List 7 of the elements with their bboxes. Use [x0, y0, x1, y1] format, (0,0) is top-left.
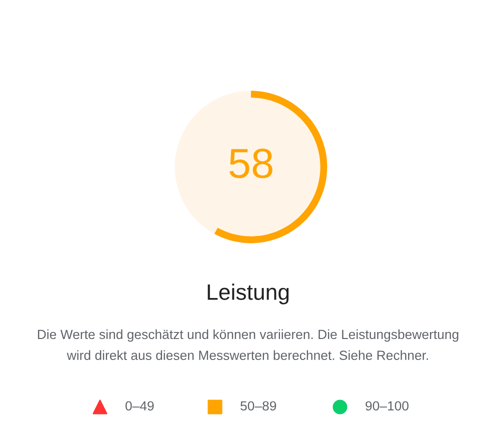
data-label: 58	[229, 148, 272, 178]
text: Die Werte sind geschätzt und können variieren. Die Leistungsbewertung wird direkt aus diesen Messwerten berechnet. Siehe Rechner.	[38, 329, 458, 360]
donut-slice	[214, 90, 328, 244]
text: 50–89	[240, 401, 276, 411]
text: Leistung	[208, 284, 289, 304]
text: 0–49	[126, 401, 154, 411]
text: 90–100	[366, 401, 409, 411]
